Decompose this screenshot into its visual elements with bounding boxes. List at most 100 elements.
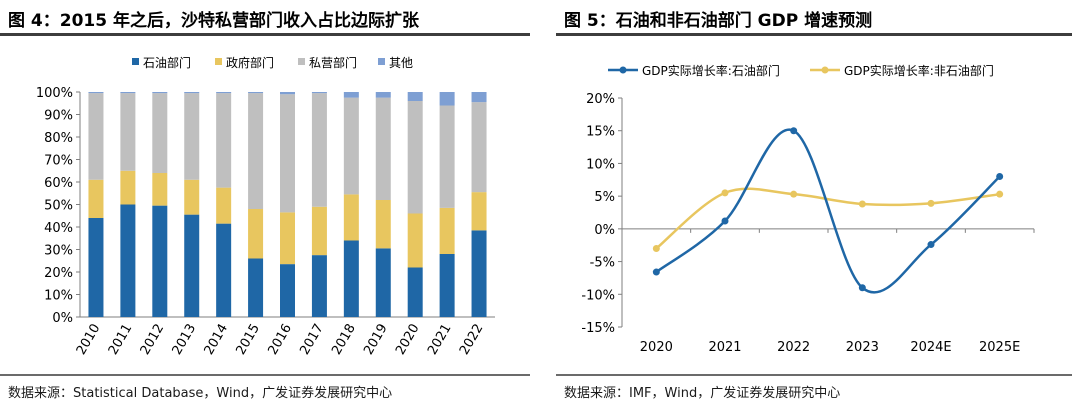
x-tick-label: 2023: [846, 340, 879, 355]
data-point: [858, 200, 866, 208]
bar-segment: [343, 97, 359, 195]
legend-label: 其他: [389, 56, 413, 70]
bar-segment: [248, 258, 264, 317]
bar-segment: [439, 254, 455, 317]
bar-segment: [120, 170, 136, 205]
bar-segment: [248, 93, 264, 209]
x-tick-label: 2021: [708, 340, 741, 355]
y-tick-label: -10%: [581, 288, 615, 303]
left-figure: 图 4：2015 年之后，沙特私营部门收入占比边际扩张 0% 10% 20% 30% 4…: [0, 0, 530, 409]
y-tick-label: 15%: [586, 125, 615, 140]
line-chart: -15% -10% -5% 0% 5% 10% 15% 20% 2020 2021 2022 2023…: [581, 63, 1035, 355]
x-tick-label: 2024E: [910, 340, 951, 355]
y-tick-label: 30%: [44, 244, 73, 259]
y-tick-label: -5%: [590, 256, 615, 271]
data-point: [996, 190, 1004, 198]
bar-segment: [311, 92, 327, 94]
y-tick-label: 90%: [44, 109, 73, 124]
figure-title: 图 5：石油和非石油部门 GDP 增速预测: [564, 11, 873, 31]
data-point: [790, 127, 798, 135]
y-tick-label: 20%: [586, 92, 615, 107]
data-point: [652, 268, 660, 276]
figure-source: 数据来源：Statistical Database，Wind，广发证券发展研究中…: [8, 386, 393, 401]
bar-segment: [375, 248, 391, 317]
bar-segment: [184, 93, 200, 180]
y-tick-label: 60%: [44, 176, 73, 191]
bar-segment: [184, 92, 200, 94]
stacked-bar-chart: 0%10%20%30%40%50%60%70%80%90%100%2010 201…: [36, 55, 495, 358]
x-tick-label: 2022: [777, 340, 810, 355]
y-tick-label: 80%: [44, 131, 73, 146]
figure-title: 图 4：2015 年之后，沙特私营部门收入占比边际扩张: [8, 11, 419, 31]
legend-label: 政府部门: [226, 55, 274, 70]
y-tick-label: 5%: [594, 190, 615, 205]
bar-segment: [184, 179, 200, 215]
bar-segment: [311, 206, 327, 256]
y-tick-label: 10%: [44, 289, 73, 304]
data-point: [927, 241, 935, 249]
title-rule: [0, 33, 530, 36]
bar-segment: [407, 92, 423, 101]
y-tick-label: 20%: [44, 266, 73, 281]
bar-segment: [280, 94, 295, 213]
bar-segment: [375, 92, 391, 98]
y-tick-label: 50%: [44, 199, 73, 214]
y-tick-label: 70%: [44, 154, 73, 169]
x-tick-label: 2021: [425, 322, 455, 358]
bar-segment: [280, 212, 295, 265]
bar-segment: [407, 101, 423, 214]
y-tick-label: 40%: [44, 221, 73, 236]
bar-segment: [88, 93, 104, 180]
bar-segment: [439, 105, 455, 208]
legend-swatch: [132, 58, 139, 65]
x-tick-label: 2018: [329, 322, 359, 358]
legend-marker: [821, 66, 829, 74]
source-rule: [0, 374, 530, 376]
bar-segment: [375, 97, 391, 200]
bar-segment: [248, 209, 264, 259]
legend-swatch: [378, 58, 385, 65]
x-tick-label: 2019: [361, 322, 391, 358]
bar-segment: [471, 92, 487, 103]
bar-segment: [280, 92, 295, 95]
source-rule: [556, 374, 1072, 376]
bar-segment: [88, 218, 104, 317]
data-point: [721, 189, 729, 197]
legend-label: GDP实际增长率:非石油部门: [844, 63, 994, 78]
bar-segment: [248, 92, 264, 94]
x-tick-label: 2010: [74, 322, 104, 358]
x-tick-label: 2016: [265, 322, 295, 358]
x-tick-label: 2013: [170, 322, 200, 358]
legend-label: GDP实际增长率:石油部门: [642, 63, 780, 78]
data-point: [721, 217, 729, 225]
bar-segment: [471, 192, 487, 231]
data-point: [996, 173, 1004, 181]
x-tick-label: 2025E: [979, 340, 1020, 355]
bar-segment: [152, 205, 168, 317]
y-tick-label: 100%: [36, 86, 73, 101]
bar-segment: [375, 200, 391, 249]
series-line: [655, 187, 1000, 250]
y-tick-label: -15%: [581, 321, 615, 336]
bar-segment: [343, 240, 359, 317]
title-rule: [556, 33, 1072, 36]
bar-segment: [311, 93, 327, 207]
data-point: [927, 199, 935, 207]
bar-segment: [120, 204, 136, 317]
bar-segment: [343, 194, 359, 241]
legend-label: 私营部门: [309, 55, 357, 70]
bar-segment: [280, 264, 295, 317]
x-tick-label: 2020: [640, 340, 673, 355]
x-tick-label: 2022: [457, 322, 487, 358]
bar-segment: [311, 255, 327, 317]
data-point: [790, 190, 798, 198]
bar-segment: [216, 187, 232, 224]
figure-source: 数据来源：IMF，Wind，广发证券发展研究中心: [564, 386, 841, 401]
bar-segment: [120, 92, 136, 94]
legend-swatch: [215, 58, 222, 65]
series-line: [655, 128, 1001, 294]
data-point: [652, 244, 660, 252]
bar-segment: [120, 93, 136, 171]
bar-segment: [439, 207, 455, 254]
bar-segment: [407, 267, 423, 317]
